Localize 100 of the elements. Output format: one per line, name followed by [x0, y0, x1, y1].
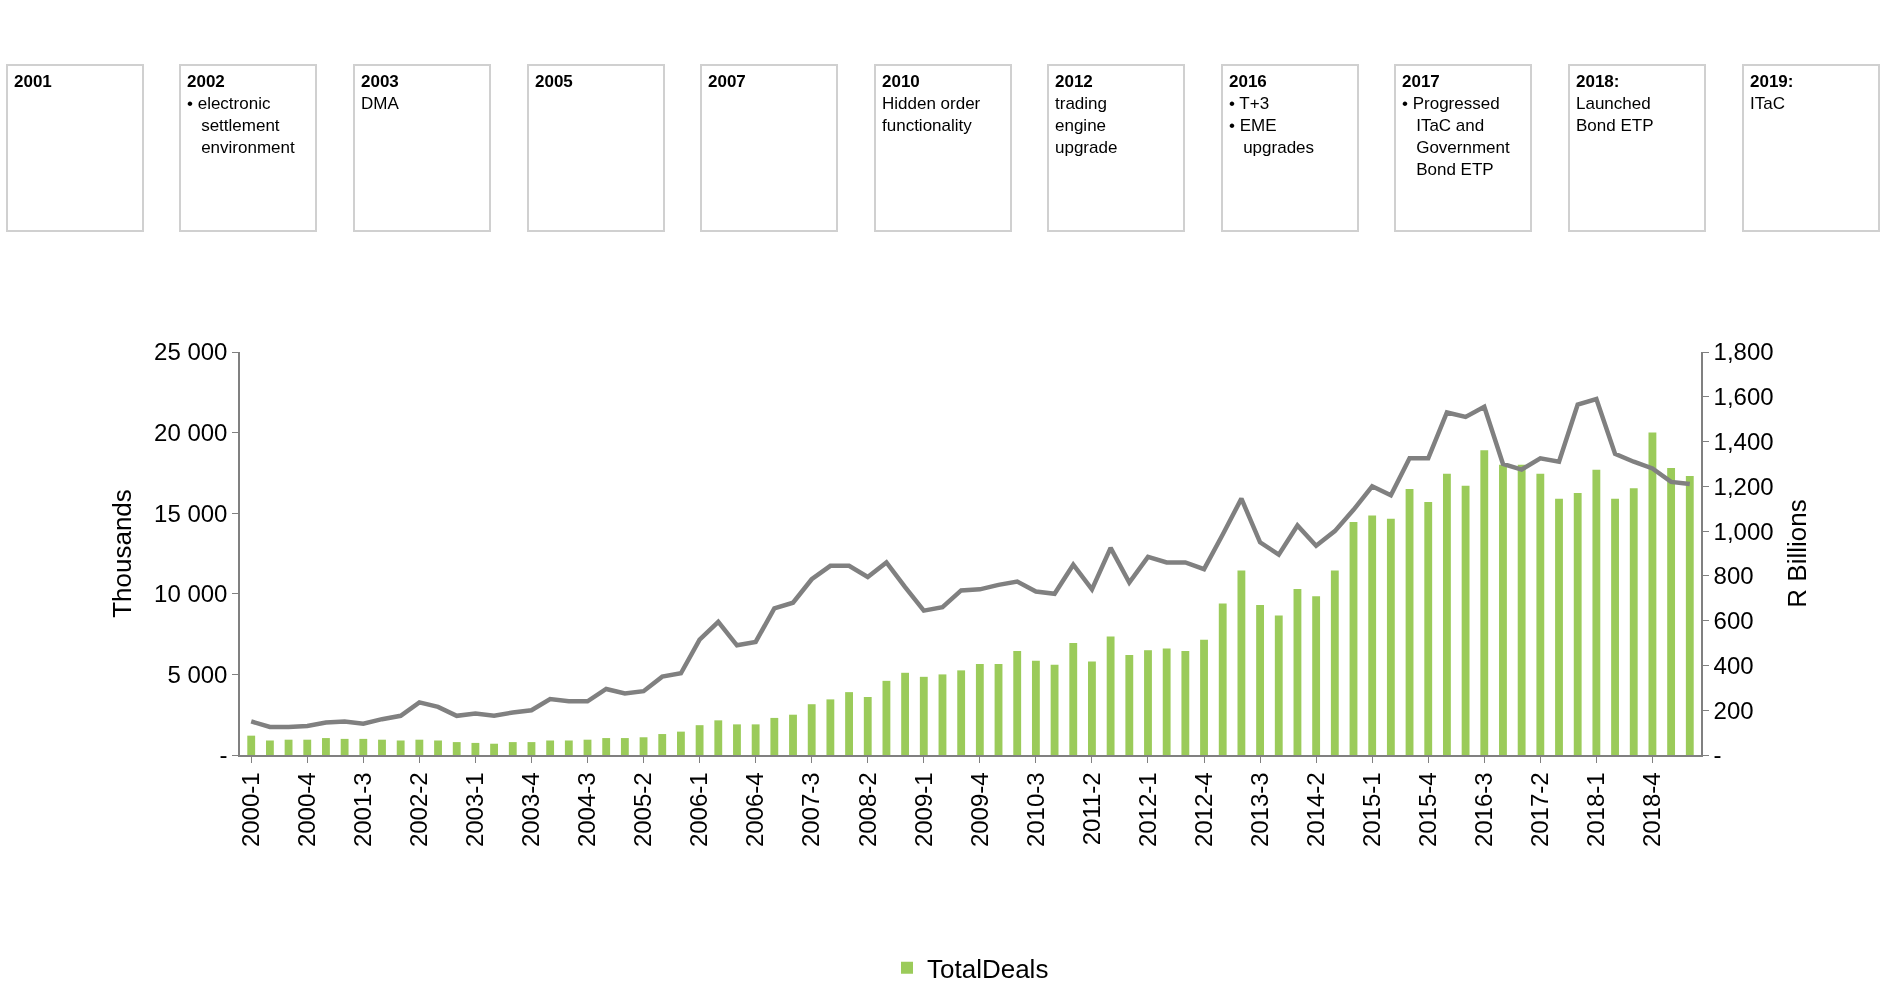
x-tick-label: 2010-3 — [1021, 772, 1049, 848]
bar — [247, 735, 256, 755]
bar — [1200, 639, 1208, 755]
bar — [1499, 464, 1507, 755]
bar — [789, 714, 797, 755]
bar — [1386, 518, 1395, 755]
y2-tick-label: 1,000 — [1713, 517, 1774, 545]
bar — [1424, 501, 1433, 755]
bar — [564, 740, 573, 755]
x-tick-label: 2017-2 — [1526, 772, 1554, 848]
bar — [1461, 485, 1470, 755]
text: 2018: Launched Bond ETP — [1576, 72, 1654, 136]
bar — [1629, 488, 1638, 755]
x-tick-label: 2012-1 — [1133, 772, 1161, 848]
x-tick-label: 2015-1 — [1357, 772, 1385, 848]
bar — [957, 670, 966, 755]
text: 2017 • Progressed ITaC and Government Bond ETP — [1402, 72, 1510, 180]
bar — [1480, 450, 1489, 755]
bar — [1237, 570, 1246, 755]
y-tick-label: 10 000 — [154, 580, 228, 608]
text: 2003 DMA — [361, 72, 400, 114]
bar — [265, 740, 274, 755]
x-tick-label: 2009-4 — [965, 772, 993, 848]
x-tick-label: 2013-3 — [1245, 772, 1273, 848]
bar — [452, 742, 461, 755]
bar — [1218, 603, 1227, 755]
text: 2005 — [535, 72, 573, 91]
bar — [1050, 664, 1059, 755]
y-axis-title: Thousands — [106, 489, 137, 618]
bar — [527, 742, 536, 755]
bar — [1144, 650, 1152, 755]
bar — [676, 731, 685, 755]
bar — [901, 672, 910, 755]
bar — [359, 738, 368, 755]
bar — [807, 704, 816, 755]
bar — [919, 676, 928, 755]
bar — [1555, 498, 1563, 755]
x-tick-label: 2018-4 — [1638, 772, 1666, 848]
bar — [1013, 651, 1022, 755]
bar — [471, 742, 480, 755]
bar — [1611, 498, 1619, 755]
y2-tick-label: 200 — [1713, 696, 1754, 724]
bar — [620, 738, 629, 755]
bar — [845, 692, 853, 755]
bar — [1256, 605, 1265, 755]
x-tick-label: 2015-4 — [1414, 772, 1442, 848]
bar — [1069, 642, 1078, 755]
bar — [1442, 473, 1451, 755]
bar — [396, 740, 405, 755]
y2-tick-label: 800 — [1713, 562, 1754, 590]
bar — [1125, 655, 1134, 755]
bar — [975, 663, 984, 755]
bar — [1517, 464, 1526, 755]
bar — [415, 739, 424, 755]
bar — [322, 738, 330, 755]
x-tick-label: 2009-1 — [909, 772, 937, 848]
x-tick-label: 2004-3 — [573, 772, 601, 848]
bar — [1312, 596, 1321, 755]
x-tick-label: 2000-4 — [293, 772, 321, 848]
bar — [546, 740, 555, 755]
x-tick-label: 2006-4 — [741, 772, 769, 848]
text: 2001 — [14, 72, 52, 91]
text: 2002 • electronic settlement environment — [187, 72, 295, 158]
y2-tick-label: 1,400 — [1713, 427, 1774, 455]
x-tick-label: 2003-4 — [517, 772, 545, 848]
text: 2010 Hidden order functionality — [882, 72, 981, 136]
bar — [1162, 648, 1171, 755]
bar — [602, 738, 611, 755]
x-tick-label: 2016-3 — [1470, 772, 1498, 848]
bar — [1667, 468, 1676, 755]
bar — [639, 737, 648, 755]
bar — [863, 696, 872, 755]
bar — [1274, 615, 1283, 755]
x-tick-label: 2007-3 — [797, 772, 825, 848]
y-tick-label: 15 000 — [154, 499, 228, 527]
bar — [938, 674, 947, 755]
bar — [1685, 476, 1694, 755]
x-tick-label: 2014-2 — [1301, 772, 1329, 848]
bar — [1573, 493, 1582, 755]
text: 2019: ITaC — [1750, 72, 1794, 114]
bar — [1181, 651, 1190, 755]
bar — [826, 699, 835, 755]
bar — [733, 724, 741, 755]
x-tick-label: 2006-1 — [685, 772, 713, 848]
y2-tick-label: 1,600 — [1713, 383, 1774, 411]
x-tick-label: 2001-3 — [349, 772, 377, 848]
bar — [508, 742, 517, 755]
bar — [695, 725, 704, 755]
y2-tick-label: 600 — [1713, 607, 1754, 635]
y-tick-label: 5 000 — [167, 660, 228, 688]
bar — [303, 739, 312, 755]
text: 2016 • T+3 • EME upgrades — [1229, 72, 1315, 158]
legend-label: TotalDeals — [927, 953, 1049, 984]
x-tick-label: 2018-1 — [1582, 772, 1610, 848]
x-tick-label: 2005-2 — [629, 772, 657, 848]
x-tick-label: 2011-2 — [1077, 772, 1105, 846]
bar — [714, 720, 723, 755]
bar — [751, 724, 760, 755]
y2-tick-label: 400 — [1713, 651, 1754, 679]
y-tick-label: 25 000 — [154, 338, 228, 366]
